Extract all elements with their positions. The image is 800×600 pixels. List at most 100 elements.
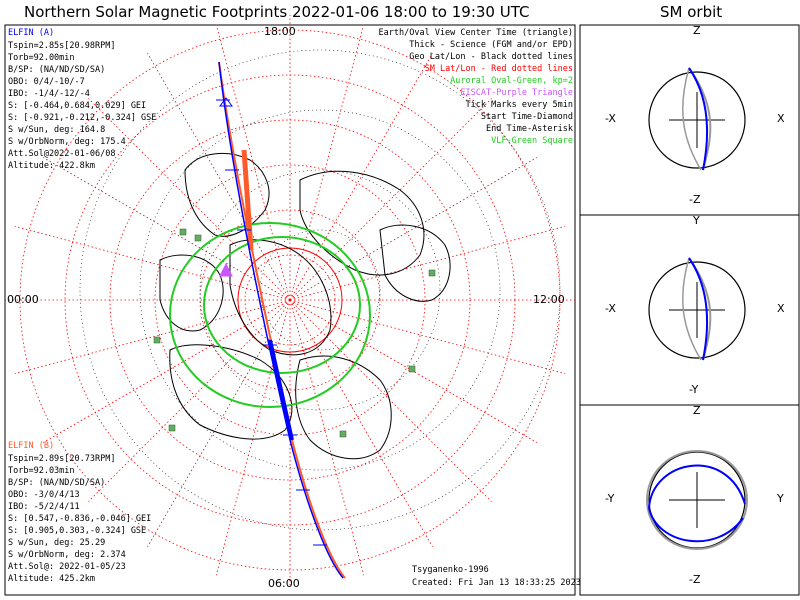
info-line: B/SP: (NA/ND/SD/SA) — [8, 65, 106, 75]
sm-lat-circle — [154, 164, 426, 436]
orbit-axis-label-left: -X — [605, 112, 616, 125]
earth-circle — [648, 261, 746, 359]
info-line: S w/OrbNorm, deg: 2.374 — [8, 550, 126, 560]
info-line: Tspin=2.85s[20.98RPM] — [8, 41, 116, 51]
info-line: OBO: -3/0/4/13 — [8, 490, 80, 500]
sm-lon-line — [14, 299, 291, 375]
orbit-axis-label-right: X — [777, 302, 785, 315]
elfin-b-name: ELFIN (B) — [8, 441, 55, 451]
elfin-b-track — [218, 61, 346, 579]
sm-lon-line — [88, 299, 291, 502]
orbit-b-back — [682, 67, 702, 171]
orbit-axis-label-bottom: -Z — [689, 573, 701, 586]
info-line: S: [-0.464,0.684,0.029] GEI — [8, 101, 147, 111]
orbit-axis-label-top: Y — [693, 214, 700, 227]
info-line: S w/Sun, deg: 164.8 — [8, 125, 106, 135]
orbit-axis-label-left: -Y — [605, 492, 615, 505]
legend-item: Geo Lat/Lon - Black dotted lines — [409, 52, 573, 62]
vlf-marker — [179, 228, 187, 236]
orbit-b — [646, 450, 748, 550]
sm-lon-line — [289, 24, 365, 301]
vlf-marker — [168, 424, 176, 432]
mlt-label-left: 00:00 — [7, 293, 39, 306]
info-line: S: [0.547,-0.836,-0.046] GEI — [8, 514, 152, 524]
legend-item: Auroral Oval-Green, kp=2 — [450, 76, 573, 86]
continent-outline — [379, 224, 451, 302]
legend-item: Earth/Oval View Center Time (triangle) — [378, 28, 573, 38]
mlt-label-bottom: 06:00 — [268, 577, 300, 590]
info-line: B/SP: (NA/ND/SD/SA) — [8, 478, 106, 488]
legend-item: EISCAT-Purple Triangle — [460, 88, 573, 98]
orbit-axis-label-right: X — [777, 112, 785, 125]
orbit-title: SM orbit — [660, 3, 723, 21]
view-center-triangle — [219, 97, 233, 107]
sm-lon-line — [88, 98, 291, 301]
sm-pole-circle — [237, 247, 343, 353]
auroral-oval-inner — [203, 236, 361, 374]
vlf-marker — [339, 430, 347, 438]
elfin-a-track — [218, 61, 344, 579]
sm-lat-circle — [19, 29, 561, 571]
vlf-marker — [428, 269, 436, 277]
earth-circle — [648, 71, 746, 169]
orbit-a — [688, 257, 708, 361]
vlf-marker — [408, 365, 416, 373]
orbit-axis-label-bottom: -Z — [689, 193, 701, 206]
sm-lon-line — [289, 157, 538, 301]
orbit-axis-label-bottom: -Y — [689, 383, 699, 396]
legend-item: Start Time-Diamond — [480, 112, 573, 122]
info-line: Tspin=2.89s[20.73RPM] — [8, 454, 116, 464]
sm-lon-line — [42, 157, 291, 301]
elfin-b-science-segment — [241, 149, 254, 251]
vlf-marker — [153, 336, 161, 344]
info-line: Torb=92.03min — [8, 466, 75, 476]
geo-lat-circle — [199, 169, 441, 411]
info-line: Altitude: 422.8km — [8, 161, 95, 171]
legend-item: End Time-Asterisk — [486, 124, 573, 134]
orbit-axis-label-top: Z — [693, 404, 701, 417]
eiscat-marker — [219, 262, 233, 277]
continent-outline — [295, 355, 392, 460]
orbit-axis-label-top: Z — [693, 24, 701, 37]
info-line: S w/Sun, deg: 25.29 — [8, 538, 106, 548]
info-line: S w/OrbNorm, deg: 175.4 — [8, 137, 126, 147]
sm-lat-circle — [199, 209, 381, 391]
model-credit: Tsyganenko-1996 — [412, 565, 489, 575]
continent-outline — [229, 239, 332, 356]
sm-lon-line — [289, 299, 566, 375]
mlt-label-top: 18:00 — [264, 25, 296, 38]
orbit-b-back — [682, 257, 702, 361]
elfin-b-info: Tspin=2.89s[20.73RPM] Torb=92.03min B/SP: … — [8, 453, 151, 585]
info-line: Torb=92.00min — [8, 53, 75, 63]
info-line: IBO: -1/4/-12/-4 — [8, 89, 90, 99]
mlt-label-right: 12:00 — [533, 293, 565, 306]
page-title: Northern Solar Magnetic Footprints 2022-… — [24, 3, 530, 21]
legend-item: Thick - Science (FGM and/or EPD) — [409, 40, 573, 50]
polar-plot-frame — [4, 24, 576, 596]
legend-item: VLF-Green Square — [491, 136, 573, 146]
legend-item: Tick Marks every 5min — [465, 100, 573, 110]
orbit-axis-label-left: -X — [605, 302, 616, 315]
info-line: Att.Sol@: 2022-01-05/23 — [8, 562, 126, 572]
continent-outline — [299, 170, 425, 276]
sm-lon-line — [147, 52, 291, 301]
orbit-a — [688, 67, 708, 171]
geo-lat-circle — [139, 109, 501, 471]
orbit-axis-label-right: Y — [777, 492, 784, 505]
legend: Earth/Oval View Center Time (triangle) Th… — [379, 27, 573, 147]
sm-lon-line — [289, 299, 492, 502]
sm-lon-line — [289, 225, 566, 301]
orbit-plots — [646, 67, 748, 550]
orbit-a-lower — [648, 507, 744, 543]
sm-lon-line — [289, 52, 433, 301]
continent-outline — [184, 152, 270, 237]
info-line: IBO: -5/2/4/11 — [8, 502, 80, 512]
continent-outline — [169, 344, 293, 440]
elfin-a-science-segment — [268, 339, 294, 441]
created-timestamp: Created: Fri Jan 13 18:33:25 2023 — [412, 578, 581, 588]
info-line: Altitude: 425.2km — [8, 574, 95, 584]
sm-lon-line — [289, 98, 492, 301]
sm-lon-line — [42, 299, 291, 443]
sm-lon-line — [147, 299, 291, 548]
vlf-marker — [194, 234, 202, 242]
